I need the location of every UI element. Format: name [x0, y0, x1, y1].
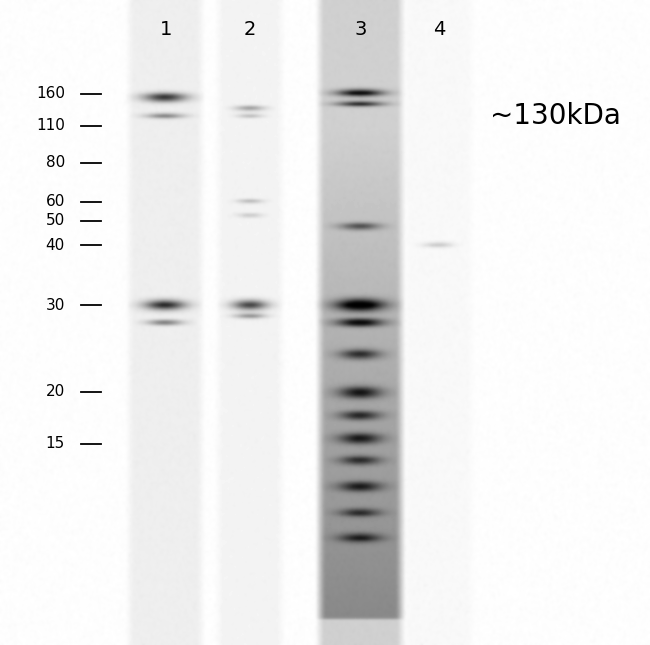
Text: 2: 2 [244, 19, 257, 39]
Text: 80: 80 [46, 155, 65, 170]
Text: 160: 160 [36, 86, 65, 101]
Text: 50: 50 [46, 213, 65, 228]
Text: 4: 4 [432, 19, 445, 39]
Text: 30: 30 [46, 297, 65, 313]
Text: ~130kDa: ~130kDa [490, 102, 621, 130]
Text: 110: 110 [36, 118, 65, 134]
Text: 60: 60 [46, 194, 65, 210]
Text: 3: 3 [354, 19, 367, 39]
Text: 15: 15 [46, 436, 65, 452]
Text: 1: 1 [159, 19, 172, 39]
Text: 20: 20 [46, 384, 65, 399]
Text: 40: 40 [46, 237, 65, 253]
